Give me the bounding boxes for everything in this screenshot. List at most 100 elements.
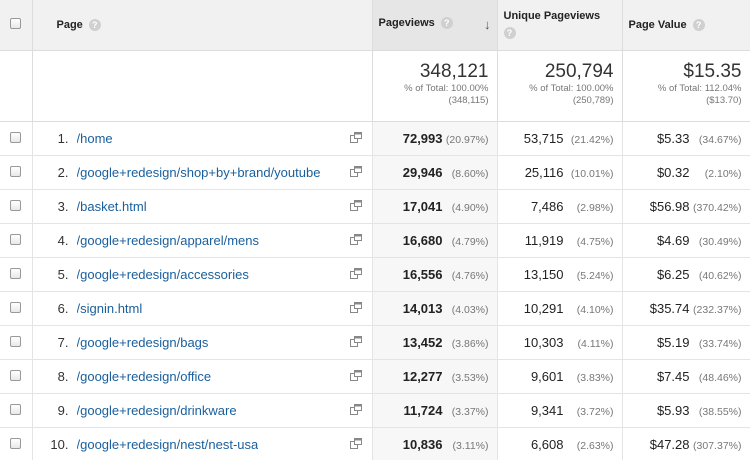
page-value-pct: (34.67%): [698, 133, 742, 146]
row-checkbox[interactable]: [10, 199, 22, 211]
open-in-new-window-icon[interactable]: [349, 199, 362, 211]
page-link[interactable]: /google+redesign/drinkware: [76, 402, 237, 418]
unique-pageviews-value: 10,303: [523, 334, 564, 350]
row-number: 5.: [57, 266, 69, 282]
page-link[interactable]: /basket.html: [76, 198, 147, 214]
pageviews-cell: 13,452 (3.86%): [372, 325, 498, 360]
page-cell: 4. /google+redesign/apparel/mens: [32, 223, 373, 258]
page-value-cell: $0.32 (2.10%): [622, 155, 750, 190]
select-all-checkbox[interactable]: [10, 17, 22, 29]
table-row: 10. /google+redesign/nest/nest-usa 10,836…: [0, 427, 750, 460]
page-cell: 7. /google+redesign/bags: [32, 325, 373, 360]
question-mark-icon[interactable]: ?: [503, 27, 516, 39]
pageviews-pct: (4.76%): [451, 269, 489, 282]
page-link[interactable]: /google+redesign/office: [76, 368, 212, 384]
open-in-new-window-icon[interactable]: [349, 369, 362, 381]
unique-pageviews-value: 53,715: [523, 130, 564, 146]
page-value-pct: (370.42%): [693, 201, 742, 214]
unique-pageviews-column-header[interactable]: Unique Pageviews ?: [497, 0, 623, 51]
page-value-pct: (232.37%): [693, 303, 742, 316]
row-checkbox[interactable]: [10, 437, 22, 449]
page-value-pct: (38.55%): [698, 405, 742, 418]
row-checkbox[interactable]: [10, 403, 22, 415]
open-in-new-window-icon[interactable]: [349, 437, 362, 449]
open-in-new-window-icon[interactable]: [349, 335, 362, 347]
unique-pageviews-cell: 11,919 (4.75%): [497, 223, 623, 258]
table-header-row: Page? Pageviews? ↓ Unique Pageviews ? Pa…: [0, 0, 750, 51]
unique-pageviews-cell: 10,303 (4.11%): [497, 325, 623, 360]
page-cell: 8. /google+redesign/office: [32, 359, 373, 394]
page-column-header[interactable]: Page?: [32, 0, 373, 51]
page-value-cell: $4.69 (30.49%): [622, 223, 750, 258]
unique-pageviews-value: 10,291: [523, 300, 564, 316]
unique-pageviews-value: 25,116: [524, 164, 564, 180]
page-value-value: $5.19: [656, 334, 690, 350]
open-in-new-window-icon[interactable]: [349, 301, 362, 313]
sort-descending-arrow-icon[interactable]: ↓: [484, 17, 491, 33]
row-number: 2.: [57, 164, 69, 180]
page-value-pct: (33.74%): [698, 337, 742, 350]
page-cell: 5. /google+redesign/accessories: [32, 257, 373, 292]
page-link[interactable]: /home: [76, 130, 113, 146]
page-value-total-cell: $15.35 % of Total: 112.04% ($13.70): [622, 50, 750, 122]
pageviews-column-header[interactable]: Pageviews? ↓: [372, 0, 498, 51]
page-link[interactable]: /google+redesign/nest/nest-usa: [76, 436, 259, 452]
row-checkbox[interactable]: [10, 165, 22, 177]
row-checkbox[interactable]: [10, 131, 22, 143]
row-checkbox-cell: [0, 223, 33, 258]
pageviews-cell: 16,556 (4.76%): [372, 257, 498, 292]
pageviews-value: 12,277: [402, 368, 443, 384]
table-row: 8./google+redesign/office 12,277 (3.53%) …: [0, 359, 750, 394]
unique-pageviews-cell: 25,116 (10.01%): [497, 155, 623, 190]
pageviews-value: 16,680: [402, 232, 443, 248]
row-checkbox[interactable]: [10, 335, 22, 347]
page-value-pct: (30.49%): [698, 235, 742, 248]
unique-pageviews-cell: 13,150 (5.24%): [497, 257, 623, 292]
pageviews-total: 348,121: [419, 60, 489, 82]
page-link[interactable]: /google+redesign/shop+by+brand/youtube: [76, 164, 321, 180]
page-link[interactable]: /google+redesign/apparel/mens: [76, 232, 260, 248]
row-checkbox-cell: [0, 189, 33, 224]
pageviews-cell: 17,041 (4.90%): [372, 189, 498, 224]
open-in-new-window-icon[interactable]: [349, 403, 362, 415]
open-in-new-window-icon[interactable]: [349, 267, 362, 279]
page-value-value: $56.98: [649, 198, 690, 214]
row-checkbox[interactable]: [10, 267, 22, 279]
question-mark-icon[interactable]: ?: [692, 18, 705, 31]
page-value-pct: (48.46%): [698, 371, 742, 384]
question-mark-icon[interactable]: ?: [440, 17, 453, 30]
page-value-total: $15.35: [683, 60, 742, 82]
open-in-new-window-icon[interactable]: [349, 131, 362, 143]
page-value-cell: $56.98 (370.42%): [622, 189, 750, 224]
page-value-cell: $5.93 (38.55%): [622, 393, 750, 428]
table-row: 9. /google+redesign/drinkware 11,724 (3.37…: [0, 393, 750, 428]
unique-pageviews-pct: (3.72%): [576, 405, 614, 418]
page-value-column-header[interactable]: Page Value?: [622, 0, 750, 51]
row-checkbox-cell: [0, 359, 33, 394]
unique-pageviews-value: 9,341: [530, 402, 564, 418]
row-number: 4.: [57, 232, 69, 248]
row-number: 9.: [57, 402, 69, 418]
pageviews-value: 17,041: [402, 198, 443, 214]
page-value-cell: $5.33 (34.67%): [622, 121, 750, 156]
row-checkbox[interactable]: [10, 233, 22, 245]
pageviews-value: 72,993: [402, 130, 443, 146]
open-in-new-window-icon[interactable]: [349, 165, 362, 177]
unique-pageviews-value: 9,601: [530, 368, 564, 384]
page-link[interactable]: /signin.html: [76, 300, 143, 316]
question-mark-icon[interactable]: ?: [88, 18, 101, 31]
open-in-new-window-icon[interactable]: [349, 233, 362, 245]
unique-pageviews-cell: 53,715 (21.42%): [497, 121, 623, 156]
page-link[interactable]: /google+redesign/accessories: [76, 266, 249, 282]
row-checkbox-cell: [0, 121, 33, 156]
unique-pageviews-cell: 9,601 (3.83%): [497, 359, 623, 394]
page-value-header-label: Page Value: [628, 18, 687, 31]
row-checkbox[interactable]: [10, 301, 22, 313]
page-value-value: $5.33: [656, 130, 690, 146]
row-checkbox[interactable]: [10, 369, 22, 381]
pageviews-value: 10,836: [402, 436, 443, 452]
pageviews-value: 11,724: [403, 402, 443, 418]
page-link[interactable]: /google+redesign/bags: [76, 334, 209, 350]
page-value-pct: (40.62%): [698, 269, 742, 282]
